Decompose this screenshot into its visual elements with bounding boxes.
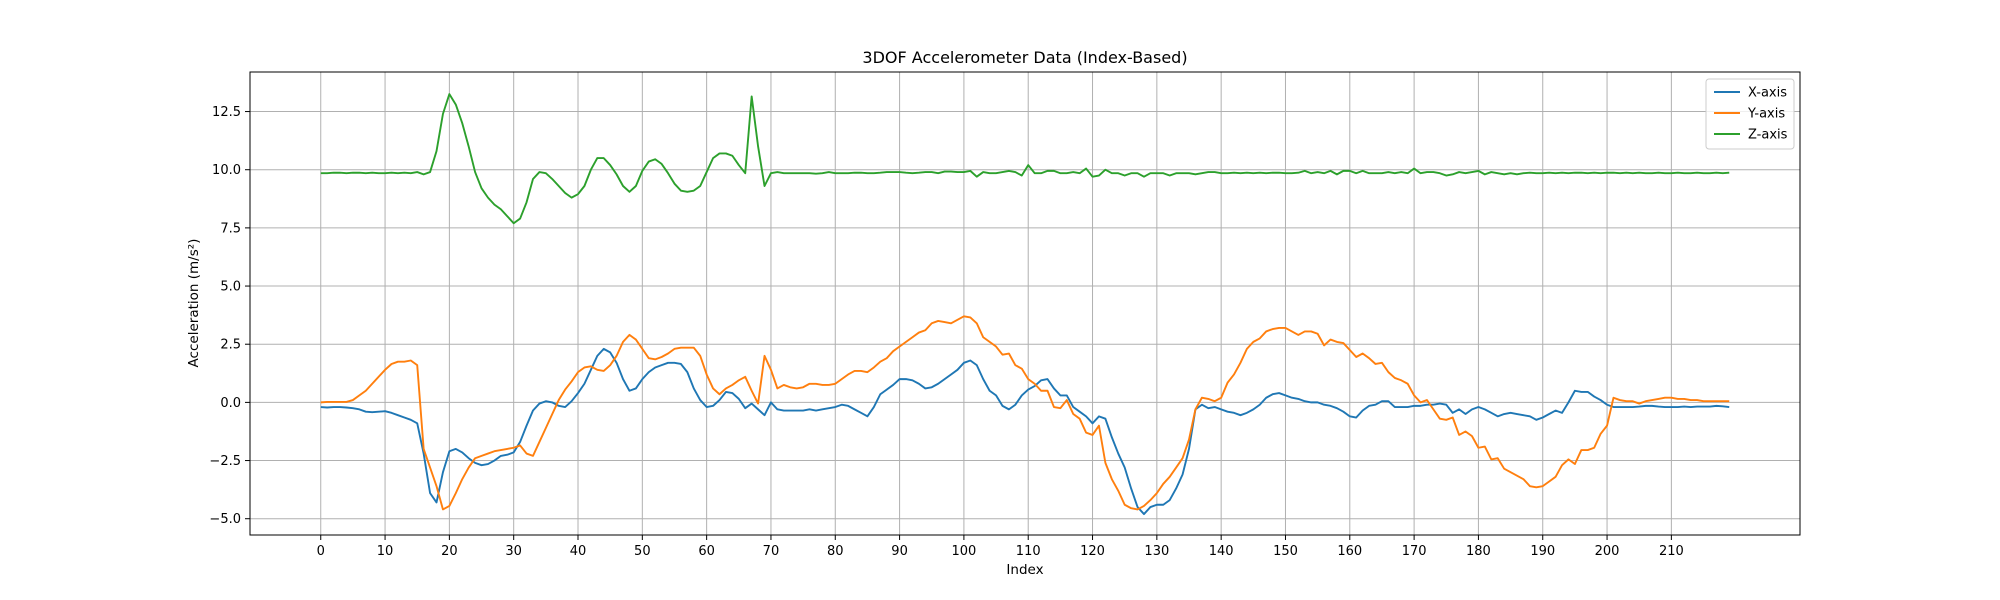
plot-frame xyxy=(249,71,1801,536)
x-tick-label: 100 xyxy=(951,544,976,559)
x-tick-label: 10 xyxy=(377,544,394,559)
x-tick-label: 140 xyxy=(1209,544,1234,559)
x-tick-label: 30 xyxy=(505,544,522,559)
series-lines xyxy=(320,93,1730,516)
x-tick-label: 40 xyxy=(570,544,587,559)
y-tick-label: −2.5 xyxy=(209,454,241,469)
x-tick-label: 60 xyxy=(698,544,715,559)
x-tick-label: 190 xyxy=(1530,544,1555,559)
series-line-z-axis xyxy=(320,93,1730,225)
y-ticks: −5.0 −2.5 0.0 2.5 5.0 7.5 10.0 12.5 xyxy=(209,105,250,527)
x-axis-label: Index xyxy=(1006,562,1043,578)
x-tick-label: 50 xyxy=(634,544,651,559)
x-tick-label: 210 xyxy=(1659,544,1684,559)
x-tick-label: 200 xyxy=(1595,544,1620,559)
x-tick-label: 180 xyxy=(1466,544,1491,559)
x-tick-label: 90 xyxy=(891,544,908,559)
x-tick-label: 150 xyxy=(1273,544,1298,559)
x-tick-label: 130 xyxy=(1144,544,1169,559)
y-tick-label: 5.0 xyxy=(220,280,241,295)
y-tick-label: 2.5 xyxy=(220,338,241,353)
x-tick-label: 160 xyxy=(1337,544,1362,559)
x-tick-label: 70 xyxy=(763,544,780,559)
y-tick-label: 10.0 xyxy=(212,163,241,178)
x-tick-label: 110 xyxy=(1016,544,1041,559)
y-tick-label: −5.0 xyxy=(209,512,241,527)
y-tick-label: 0.0 xyxy=(220,396,241,411)
legend-label: X-axis xyxy=(1748,86,1787,101)
legend-label: Y-axis xyxy=(1747,107,1785,122)
legend-label: Z-axis xyxy=(1748,128,1788,143)
x-tick-label: 120 xyxy=(1080,544,1105,559)
x-tick-label: 170 xyxy=(1402,544,1427,559)
y-tick-label: 12.5 xyxy=(212,105,241,120)
x-tick-label: 80 xyxy=(827,544,844,559)
series-line-y-axis xyxy=(320,315,1730,511)
series-line-x-axis xyxy=(320,347,1730,516)
grid xyxy=(250,72,1800,535)
x-ticks: 0 10 20 30 40 50 60 70 80 90 100 110 120 130 140 150 160… xyxy=(317,535,1684,559)
y-tick-label: 7.5 xyxy=(220,221,241,236)
x-tick-label: 0 xyxy=(317,544,325,559)
legend-box xyxy=(1705,78,1795,150)
x-tick-label: 20 xyxy=(441,544,458,559)
legend: X-axis Y-axis Z-axis xyxy=(1705,78,1795,150)
chart-title: 3DOF Accelerometer Data (Index-Based) xyxy=(862,48,1187,67)
y-axis-label: Acceleration (m/s²) xyxy=(186,239,202,368)
